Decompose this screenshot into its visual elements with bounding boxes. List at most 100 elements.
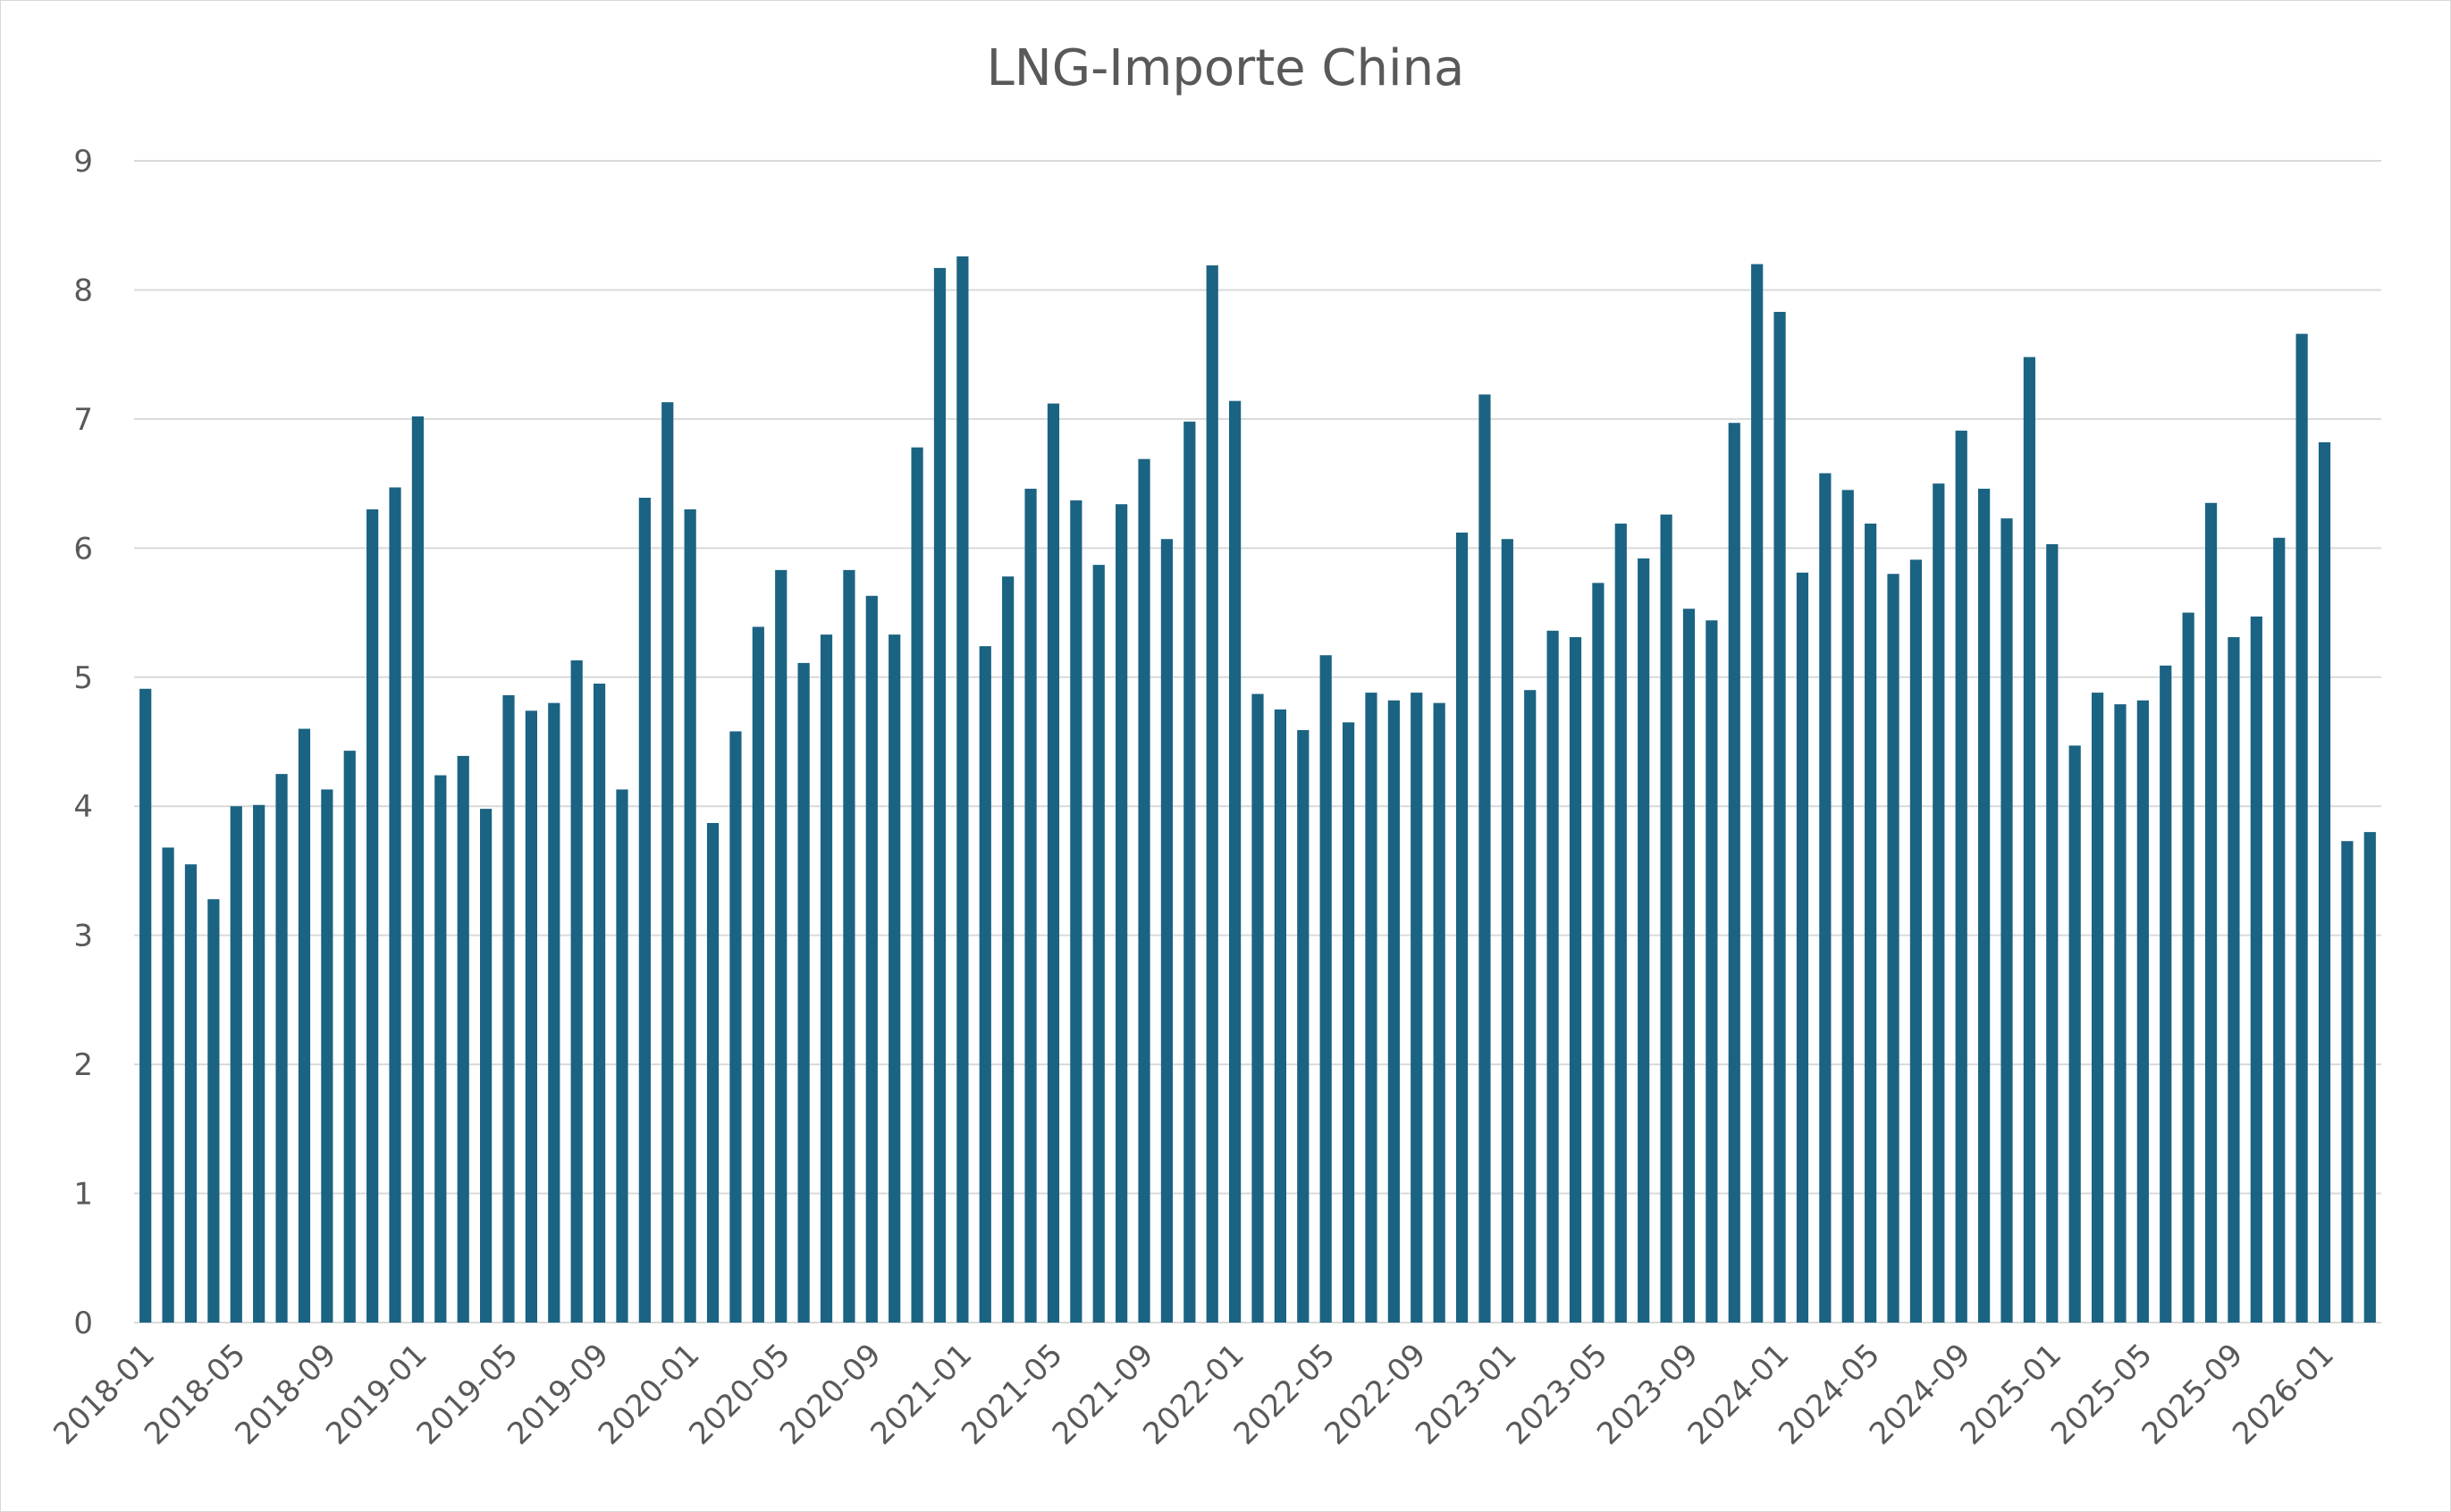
bar-2019-05 — [502, 695, 515, 1323]
bar-2020-10 — [889, 634, 901, 1323]
bar-2024-04 — [1841, 490, 1854, 1323]
bar-2019-02 — [434, 775, 447, 1323]
bar-2023-04 — [1569, 637, 1582, 1323]
bar-2025-03 — [2091, 693, 2104, 1323]
bar-2022-12 — [1478, 394, 1491, 1323]
bar-2021-09 — [1138, 458, 1150, 1323]
bar-2018-12 — [389, 487, 401, 1323]
y-tick-label: 7 — [73, 402, 93, 438]
bar-2019-03 — [457, 755, 469, 1323]
bar-2020-11 — [911, 447, 923, 1323]
bar-2023-07 — [1638, 558, 1650, 1323]
y-axis-ticks: 0 1 2 3 4 5 6 7 8 9 — [73, 144, 93, 1341]
bar-2018-08 — [298, 728, 311, 1323]
bar-2024-08 — [1933, 483, 1945, 1323]
bar-2021-12 — [1206, 265, 1218, 1323]
bar-2023-12 — [1751, 264, 1764, 1323]
bar-2023-02 — [1524, 690, 1537, 1323]
bar-2023-01 — [1501, 539, 1513, 1323]
bar-2020-04 — [752, 626, 764, 1323]
bar-2018-11 — [366, 509, 379, 1323]
bar-2020-02 — [706, 823, 720, 1323]
bar-2025-07 — [2182, 612, 2194, 1323]
bar-2018-01 — [139, 688, 152, 1323]
bar-2025-05 — [2136, 700, 2149, 1323]
bar-2020-07 — [820, 634, 833, 1323]
bar-2019-08 — [570, 660, 583, 1323]
bar-2022-03 — [1274, 709, 1286, 1323]
bar-2021-06 — [1070, 500, 1082, 1323]
bar-2025-08 — [2204, 502, 2218, 1323]
bar-2022-05 — [1319, 655, 1332, 1323]
bar-2025-10 — [2250, 616, 2262, 1323]
bar-2021-07 — [1092, 565, 1105, 1323]
y-tick-label: 9 — [73, 144, 93, 180]
bar-2026-02 — [2341, 841, 2354, 1323]
bar-2022-11 — [1455, 533, 1469, 1323]
bar-2025-12 — [2295, 333, 2308, 1323]
bar-2024-10 — [1978, 488, 1991, 1323]
y-tick-label: 5 — [73, 660, 93, 696]
bar-2024-09 — [1955, 430, 1967, 1323]
bar-2019-04 — [480, 809, 493, 1323]
bar-2026-01 — [2318, 441, 2331, 1323]
bar-2023-08 — [1660, 514, 1672, 1323]
bar-2020-12 — [933, 267, 947, 1323]
bar-2021-11 — [1183, 421, 1196, 1323]
bar-2025-09 — [2228, 637, 2240, 1323]
bar-2025-01 — [2046, 544, 2059, 1323]
bar-2022-08 — [1387, 700, 1400, 1323]
bar-2022-01 — [1229, 400, 1242, 1323]
bar-2018-05 — [230, 806, 242, 1323]
y-tick-label: 2 — [73, 1047, 93, 1083]
bar-2022-02 — [1251, 693, 1264, 1323]
bar-2019-01 — [411, 416, 425, 1323]
bar-2021-08 — [1116, 504, 1128, 1323]
bar-2023-11 — [1728, 423, 1740, 1323]
bar-2021-04 — [1024, 488, 1037, 1323]
bar-2024-07 — [1909, 559, 1923, 1323]
y-tick-label: 4 — [73, 789, 93, 825]
bar-2023-10 — [1706, 620, 1718, 1323]
bar-2025-04 — [2114, 704, 2127, 1323]
bar-2021-02 — [979, 646, 991, 1323]
bar-2018-02 — [162, 847, 174, 1323]
bar-2021-01 — [956, 256, 969, 1323]
bar-2024-06 — [1887, 574, 1899, 1323]
bar-2019-09 — [593, 684, 606, 1323]
bar-2022-09 — [1411, 693, 1423, 1323]
bar-2020-05 — [775, 569, 788, 1323]
y-tick-label: 8 — [73, 273, 93, 308]
bar-2018-04 — [207, 899, 220, 1323]
bar-2022-06 — [1342, 722, 1355, 1323]
bar-2024-11 — [2000, 518, 2013, 1323]
bars — [139, 256, 2376, 1323]
bar-2018-07 — [275, 774, 288, 1323]
bar-2019-07 — [548, 702, 560, 1323]
bar-2024-02 — [1796, 572, 1809, 1323]
bar-2020-08 — [843, 569, 855, 1323]
chart-title: LNG-Importe China — [986, 39, 1465, 97]
bar-2020-01 — [684, 509, 696, 1323]
bar-2023-03 — [1546, 630, 1559, 1323]
bar-2019-10 — [616, 789, 628, 1323]
bar-2020-03 — [729, 731, 742, 1323]
bar-2019-06 — [525, 710, 537, 1323]
x-axis-ticks: 2018-012018-052018-092019-012019-052019-… — [46, 1337, 2341, 1452]
bar-2025-02 — [2068, 745, 2081, 1323]
bar-2018-09 — [321, 789, 333, 1323]
y-tick-label: 6 — [73, 531, 93, 567]
bar-2026-03 — [2363, 832, 2376, 1323]
bar-2024-03 — [1819, 473, 1832, 1323]
bar-2025-06 — [2160, 665, 2172, 1323]
bar-2020-09 — [865, 595, 878, 1323]
bar-2019-11 — [638, 498, 651, 1323]
bar-2023-05 — [1592, 583, 1605, 1323]
bar-2023-06 — [1614, 523, 1627, 1323]
y-tick-label: 3 — [73, 919, 93, 954]
bar-2021-03 — [1002, 576, 1015, 1323]
bar-2022-10 — [1433, 702, 1445, 1323]
x-tick-label: 2026-01 — [2226, 1337, 2341, 1452]
